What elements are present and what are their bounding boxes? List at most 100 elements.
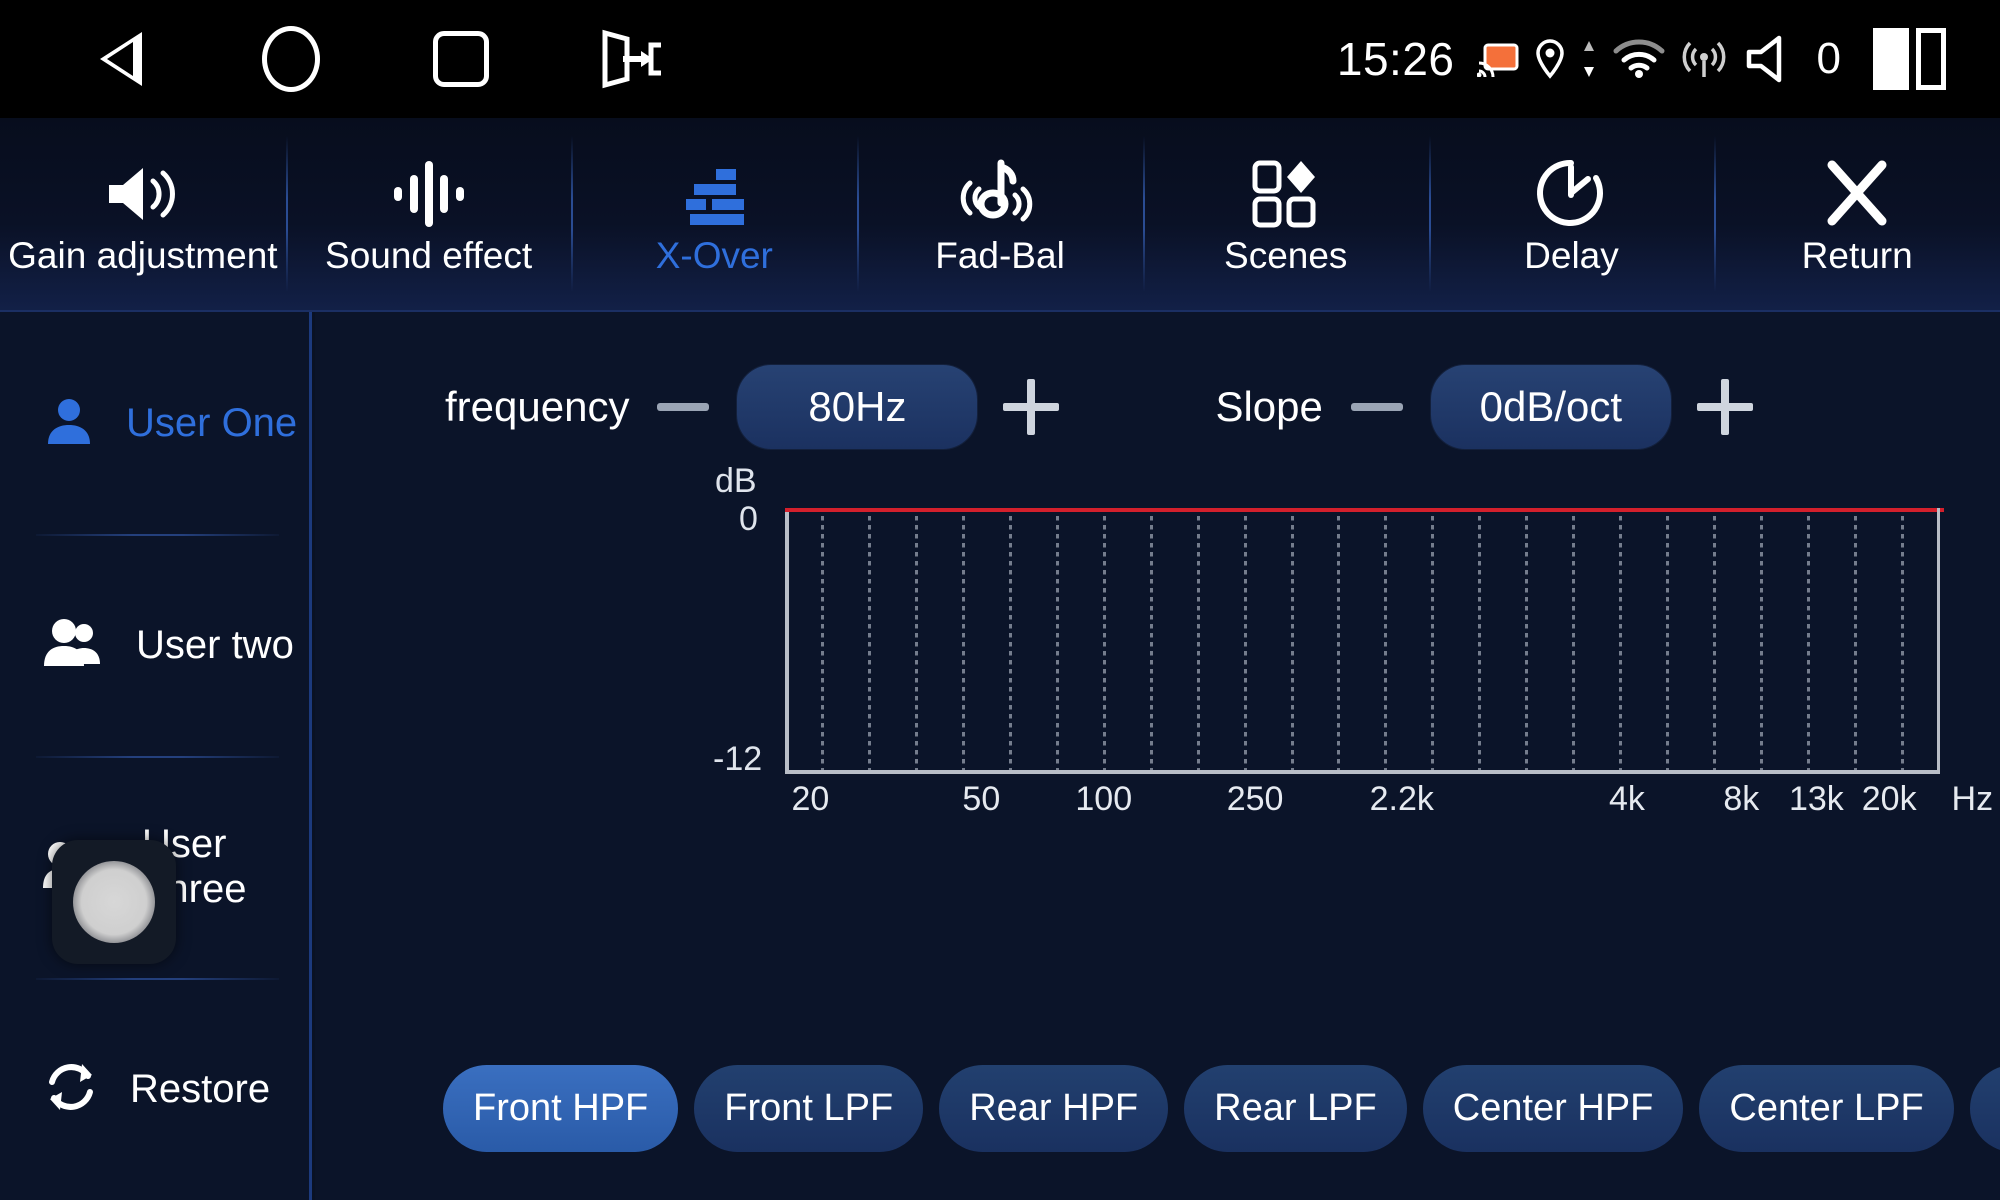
chart-y-axis-unit: dB: [715, 462, 757, 500]
chart-x-tick-label: 2.2k: [1369, 780, 1434, 818]
chart-x-tick-label: 8k: [1723, 780, 1760, 818]
broadcast-icon: [1681, 37, 1727, 81]
frequency-label: frequency: [445, 383, 630, 430]
tab-label: Fad-Bal: [935, 234, 1065, 276]
user-preset-sidebar: User One User two: [0, 312, 312, 1200]
waveform-icon: [388, 155, 470, 229]
frequency-increase-button[interactable]: [1003, 379, 1060, 435]
chart-gridline: [1853, 516, 1857, 770]
tab-label: Sound effect: [325, 234, 533, 276]
tab-x-over[interactable]: X-Over: [571, 118, 857, 310]
two-users-icon: [42, 616, 106, 675]
chart-gridline: [1713, 516, 1717, 770]
tab-label: X-Over: [655, 234, 773, 276]
sidebar-item-label: Restore: [130, 1066, 271, 1111]
status-clock: 15:26: [1336, 33, 1455, 85]
tab-label: Gain adjustment: [8, 234, 278, 276]
chart-gridline: [1102, 516, 1106, 770]
sidebar-item-user-one[interactable]: User One: [0, 312, 309, 534]
cast-icon: [1476, 41, 1519, 77]
chart-gridline: [1290, 516, 1294, 770]
chart-gridline: [1243, 516, 1247, 770]
sidebar-item-label: User One: [126, 400, 298, 445]
tab-label: Scenes: [1224, 234, 1348, 276]
channel-filter-buttons: Front HPF Front LPF Rear HPF Rear LPF Center…: [315, 1065, 2000, 1152]
slope-control: Slope 0dB/oct: [1215, 365, 1778, 449]
android-nav-buttons: [28, 24, 666, 94]
scenes-shapes-icon: [1249, 155, 1323, 229]
filter-button-rear-lpf[interactable]: Rear LPF: [1184, 1065, 1407, 1152]
chart-gridline: [820, 516, 824, 770]
tab-label: Return: [1801, 234, 1913, 276]
tab-delay[interactable]: Delay: [1428, 118, 1715, 310]
chart-gridline: [1900, 516, 1904, 770]
tab-label: Delay: [1524, 234, 1619, 276]
chart-x-tick-label: 4k: [1609, 780, 1645, 818]
tab-fad-bal[interactable]: Fad-Bal: [857, 118, 1143, 310]
chart-x-tick-label: 50: [962, 780, 1001, 818]
chart-x-tick-label: 100: [1075, 780, 1133, 818]
chart-response-curve: [785, 508, 1944, 512]
crossover-controls: frequency 80Hz Slope 0dB/oct: [315, 352, 2000, 462]
chart-gridline: [1806, 516, 1810, 770]
chart-x-axis-unit: Hz: [1951, 780, 1994, 818]
sidebar-item-user-two[interactable]: User two: [0, 534, 309, 756]
slope-increase-button[interactable]: [1696, 379, 1753, 435]
music-note-waves-icon: [957, 155, 1043, 229]
single-user-icon: [42, 394, 96, 453]
filter-button-subwoofer[interactable]: Subwoofer..: [1969, 1065, 2000, 1152]
tab-sound-effect[interactable]: Sound effect: [285, 118, 572, 310]
frequency-value[interactable]: 80Hz: [737, 365, 978, 449]
sidebar-item-label: User two: [136, 622, 294, 667]
touch-pointer-indicator: [52, 840, 176, 964]
frequency-decrease-button[interactable]: [657, 403, 710, 411]
chart-gridline: [1337, 516, 1341, 770]
chart-plot-area[interactable]: [785, 508, 1944, 774]
tab-scenes[interactable]: Scenes: [1142, 118, 1429, 310]
filter-button-rear-hpf[interactable]: Rear HPF: [939, 1065, 1169, 1152]
feature-tab-bar: Gain adjustment Sound effect: [0, 118, 2000, 312]
frequency-response-chart: dB 0 -12 20 50 100 250 2.2k 4k 8k 13k 20k Hz: [315, 462, 2000, 818]
wifi-icon: [1613, 39, 1665, 79]
chart-gridline: [1384, 516, 1388, 770]
close-x-icon: [1822, 155, 1892, 229]
filter-button-center-hpf[interactable]: Center HPF: [1422, 1065, 1684, 1152]
equalizer-bars-icon: [674, 155, 754, 229]
chart-gridline: [1055, 516, 1059, 770]
chart-gridline: [1619, 516, 1623, 770]
chart-gridline: [867, 516, 871, 770]
chart-gridline: [961, 516, 965, 770]
refresh-icon: [42, 1060, 100, 1119]
slope-value[interactable]: 0dB/oct: [1430, 365, 1671, 449]
chart-gridline: [1196, 516, 1200, 770]
back-icon[interactable]: [86, 24, 156, 94]
chart-x-tick-label: 13k: [1788, 780, 1844, 818]
exit-app-icon[interactable]: [596, 24, 666, 94]
filter-button-front-hpf[interactable]: Front HPF: [443, 1065, 679, 1152]
home-icon[interactable]: [256, 24, 326, 94]
chart-y-tick-0: 0: [739, 500, 758, 538]
android-status-bar: 15:26: [0, 0, 2000, 118]
frequency-control: frequency 80Hz: [445, 365, 1085, 449]
filter-button-front-lpf[interactable]: Front LPF: [694, 1065, 924, 1152]
tab-gain-adjustment[interactable]: Gain adjustment: [0, 118, 286, 310]
chart-gridline: [1149, 516, 1153, 770]
chart-gridline: [1572, 516, 1576, 770]
location-pin-icon: [1535, 38, 1565, 80]
x-over-panel: frequency 80Hz Slope 0dB/oct dB 0 -12 20…: [315, 312, 2000, 1200]
chart-x-tick-label: 250: [1226, 780, 1284, 818]
volume-icon: [1743, 31, 1799, 87]
volume-value: 0: [1816, 34, 1841, 83]
filter-button-center-lpf[interactable]: Center LPF: [1699, 1065, 1954, 1152]
chart-gridline: [1431, 516, 1435, 770]
speaker-waves-icon: [101, 155, 185, 229]
chart-x-axis-ticks: 20 50 100 250 2.2k 4k 8k 13k 20k Hz: [785, 780, 1993, 830]
recents-icon[interactable]: [426, 24, 496, 94]
slope-decrease-button[interactable]: [1350, 403, 1403, 411]
chart-gridline: [1478, 516, 1482, 770]
tab-return[interactable]: Return: [1714, 118, 2000, 310]
sidebar-item-restore[interactable]: Restore: [0, 978, 309, 1200]
chart-right-border: [1937, 508, 1940, 770]
chart-gridline: [1525, 516, 1529, 770]
